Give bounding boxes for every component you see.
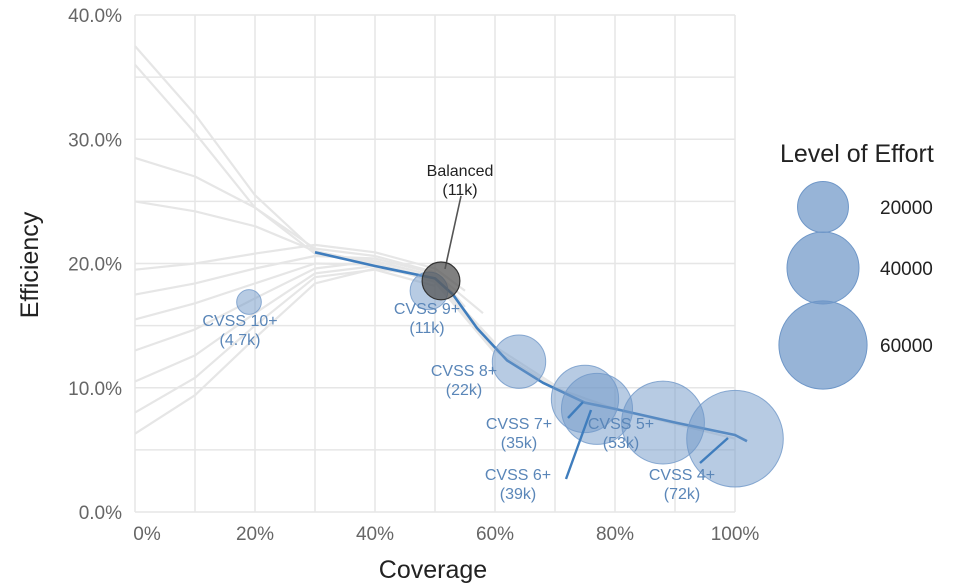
x-tick-label: 0% [133, 524, 161, 545]
highlight-label: Balanced [427, 163, 494, 180]
legend-label: 40000 [880, 259, 933, 280]
point-effort-label: (39k) [500, 486, 536, 503]
data-point [686, 389, 784, 488]
legend-title: Level of Effort [780, 140, 934, 168]
x-tick-label: 40% [356, 524, 394, 545]
point-label: CVSS 6+ [485, 467, 551, 484]
point-effort-label: (22k) [446, 382, 482, 399]
x-tick-label: 80% [596, 524, 634, 545]
label-leader-line [564, 409, 593, 480]
point-label: CVSS 4+ [649, 467, 715, 484]
highlight-effort-label: (11k) [442, 182, 477, 199]
y-tick-label: 40.0% [68, 6, 122, 27]
point-label: CVSS 10+ [202, 313, 277, 330]
highlight-point [421, 261, 461, 301]
point-effort-label: (35k) [501, 435, 537, 452]
point-effort-label: (4.7k) [220, 332, 261, 349]
point-effort-label: (72k) [664, 486, 700, 503]
background-line [134, 268, 436, 414]
background-line [134, 63, 556, 387]
axis-ticks: 0% 20% 40% 60% 80% 100% 0.0% 10.0% 20.0% 30.0% 40.… [68, 6, 759, 545]
legend-label: 20000 [880, 198, 933, 219]
label-leader-line [567, 401, 584, 419]
size-legend: Level of Effort 20000 40000 60000 [778, 140, 934, 390]
y-tick-label: 10.0% [68, 379, 122, 400]
x-axis-title: Coverage [379, 556, 487, 584]
legend-size-circle [778, 300, 868, 390]
y-axis-title: Efficiency [16, 211, 44, 318]
y-tick-label: 20.0% [68, 255, 122, 276]
point-effort-label: (11k) [409, 320, 444, 337]
data-point [491, 334, 547, 389]
data-points: CVSS 10+(4.7k)CVSS 9+(11k)CVSS 8+(22k)CV… [202, 163, 784, 503]
legend-size-circle [786, 231, 860, 305]
point-effort-label: (53k) [603, 435, 639, 452]
x-tick-label: 20% [236, 524, 274, 545]
label-leader-line [699, 437, 729, 464]
data-point [236, 289, 262, 315]
y-tick-label: 30.0% [68, 130, 122, 151]
legend-label: 60000 [880, 336, 933, 357]
y-tick-label: 0.0% [79, 503, 122, 524]
x-tick-label: 60% [476, 524, 514, 545]
point-label: CVSS 7+ [486, 416, 552, 433]
x-tick-label: 100% [711, 524, 760, 545]
point-label: CVSS 9+ [394, 301, 460, 318]
highlight-leader-line [444, 195, 462, 270]
legend-size-circle [797, 181, 849, 233]
point-label: CVSS 8+ [431, 363, 497, 380]
data-point [560, 372, 634, 445]
point-label: CVSS 5+ [588, 416, 654, 433]
